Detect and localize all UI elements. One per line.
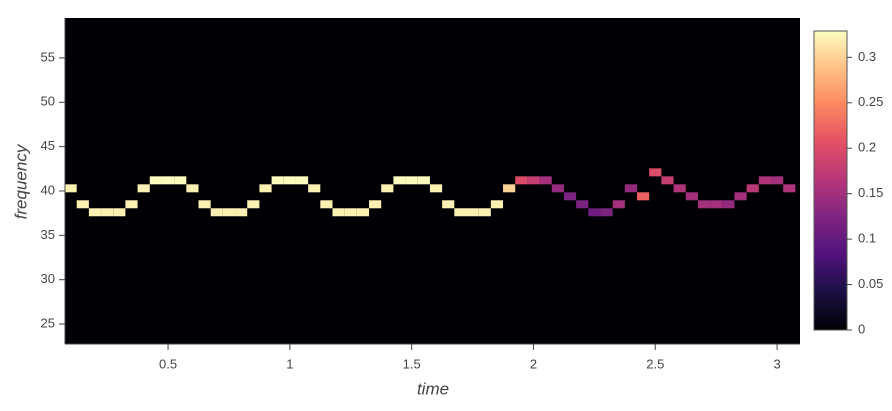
plot-area [65,18,800,344]
x-axis-label: time [417,379,449,398]
heatmap-cells [64,168,796,217]
heat-cell [247,200,260,209]
heat-cell [283,176,296,185]
heat-cell [344,208,357,217]
heat-cell [576,200,589,209]
heat-cell [771,176,784,185]
colorbar-tick-label: 0 [858,321,865,336]
heat-cell [649,168,662,177]
heat-cell [454,208,467,217]
y-tick-label: 40 [41,182,55,197]
heat-cell [76,200,89,209]
colorbar-tick-label: 0.05 [858,276,883,291]
heat-cell [783,184,796,193]
heat-cell [381,184,394,193]
heat-cell [186,184,199,193]
heat-cell [405,176,418,185]
heat-cell [758,176,772,185]
y-axis-label: frequency [11,143,30,219]
heat-cell [478,208,491,217]
heat-cell [356,208,370,217]
heat-cell [332,208,345,217]
heat-cell [222,208,236,217]
y-tick-label: 55 [41,49,55,64]
heat-cell [137,184,150,193]
heat-cell [673,184,686,193]
x-tick-label: 0.5 [159,356,177,371]
heat-cell [612,200,625,209]
x-tick-label: 2 [530,356,537,371]
heat-cell [174,176,187,185]
heat-cell [746,184,759,193]
heat-cell [210,208,223,217]
heat-cell [466,208,479,217]
heat-cell [600,208,613,217]
heat-cell [490,200,504,209]
x-tick-label: 1.5 [403,356,421,371]
heat-cell [320,200,333,209]
y-tick-label: 45 [41,138,55,153]
colorbar-tick-label: 0.15 [858,185,883,200]
heat-cell [722,200,735,209]
heat-cell [661,176,674,185]
heat-cell [503,184,516,193]
x-tick-label: 1 [286,356,293,371]
heat-cell [198,200,211,209]
heat-cell [417,176,430,185]
heat-cell [235,208,248,217]
heat-cell [101,208,114,217]
heat-cell [734,192,747,201]
x-tick-label: 2.5 [646,356,664,371]
heat-cell [393,176,406,185]
heat-cell [563,192,577,201]
colorbar-tick-label: 0.2 [858,140,876,155]
colorbar-tick-label: 0.25 [858,94,883,109]
heat-cell [259,184,272,193]
colorbar-tick-label: 0.1 [858,231,876,246]
y-tick-label: 25 [41,315,55,330]
heat-cell [308,184,321,193]
heat-cell [551,184,564,193]
heat-cell [588,208,601,217]
y-tick-label: 35 [41,227,55,242]
heat-cell [685,192,698,201]
heat-cell [442,200,455,209]
heat-cell [697,200,711,209]
heat-cell [149,176,162,185]
heat-cell [161,176,175,185]
heat-cell [64,184,77,193]
colorbar-tick-label: 0.3 [858,49,876,64]
colorbar [813,30,848,331]
heat-cell [539,176,552,185]
heat-cell [88,208,102,217]
heat-cell [113,208,126,217]
heat-cell [637,192,650,201]
heat-cell [515,176,528,185]
heat-cell [624,184,638,193]
y-tick-label: 50 [41,94,55,109]
heat-cell [369,200,382,209]
heat-cell [710,200,723,209]
x-tick-label: 3 [773,356,780,371]
heat-cell [271,176,284,185]
heat-cell [125,200,138,209]
heat-cell [527,176,540,185]
y-tick-label: 30 [41,271,55,286]
heat-cell [295,176,309,185]
heat-cell [429,184,443,193]
